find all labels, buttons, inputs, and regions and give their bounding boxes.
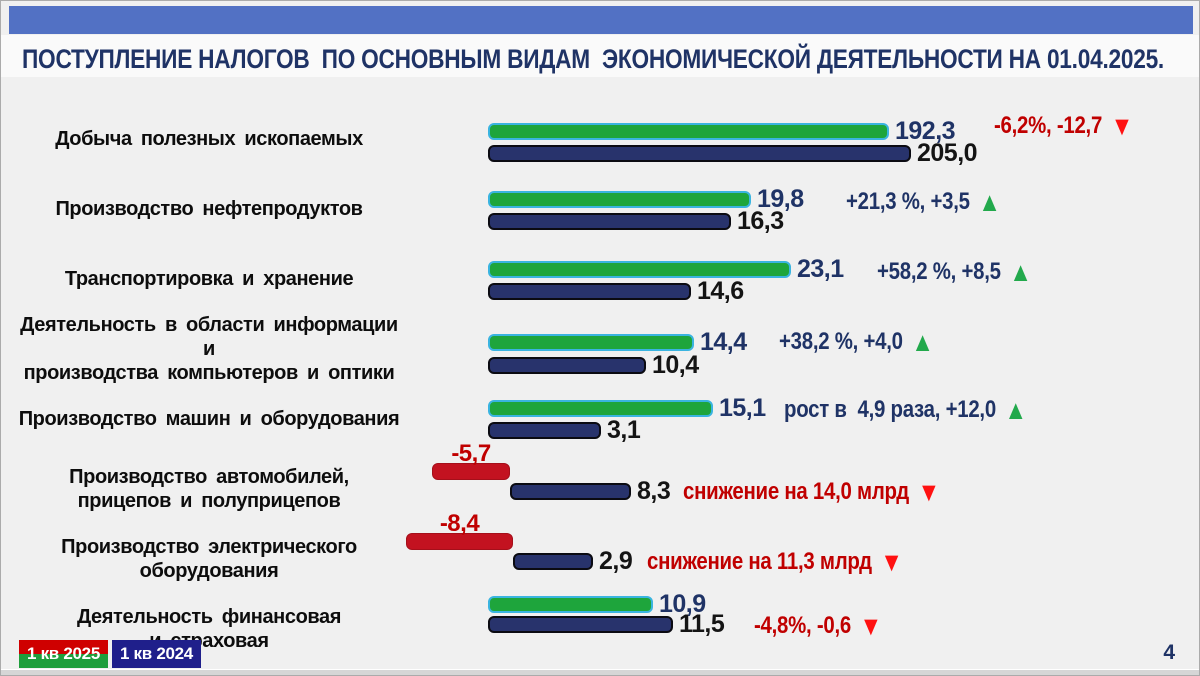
value-label: 10,4	[652, 351, 699, 379]
value-label: 16,3	[737, 207, 784, 235]
annotation: снижение на 14,0 млрд ▼	[683, 478, 940, 506]
negative-value-label: -8,4	[439, 510, 480, 537]
bar-prev-year	[488, 422, 601, 439]
bar-prev-year	[488, 213, 731, 230]
legend-label-2025: 1 кв 2025	[27, 644, 100, 663]
value-label: 2,9	[599, 547, 633, 575]
chart-row: Деятельность в области информации и прои…	[1, 314, 1199, 384]
bottom-strip	[1, 669, 1199, 675]
chart-legend: 1 кв 2025 1 кв 2024	[19, 640, 201, 668]
bar-current-year	[488, 261, 791, 278]
annotation: снижение на 11,3 млрд ▼	[647, 548, 903, 576]
arrow-down-icon: ▼	[859, 611, 882, 641]
annotation-text: рост в 4,9 раза, +12,0	[784, 396, 996, 423]
annotation-text: +58,2 %, +8,5	[877, 258, 1001, 285]
arrow-up-icon: ▲	[911, 327, 934, 357]
chart-row: Деятельность финансовая и страховая10,91…	[1, 590, 1199, 664]
annotation: +21,3 %, +3,5 ▲	[846, 188, 1001, 216]
legend-label-2024: 1 кв 2024	[119, 644, 193, 663]
value-label: 192,3	[895, 117, 956, 145]
annotation: -4,8%, -0,6 ▼	[754, 612, 882, 640]
value-label: 23,1	[797, 255, 844, 283]
bar-prev-year	[488, 283, 691, 300]
bar-current-year	[488, 596, 653, 613]
category-label: Производство автомобилей, прицепов и пол…	[69, 466, 349, 512]
arrow-up-icon: ▲	[1009, 257, 1032, 287]
value-label: 3,1	[607, 416, 641, 444]
page-number: 4	[1163, 641, 1175, 664]
annotation-text: снижение на 11,3 млрд	[647, 548, 872, 575]
value-label: 14,4	[700, 328, 747, 356]
value-label: 19,8	[757, 185, 804, 213]
bar-prev-year	[510, 483, 631, 500]
chart-row: Транспортировка и хранение 23,1 14,6 +58,2 …	[1, 244, 1199, 314]
chart-row: Добыча полезных ископаемых 192,3 205,0 -6,2…	[1, 104, 1199, 174]
annotation: рост в 4,9 раза, +12,0 ▲	[784, 396, 1027, 424]
bar-current-year	[488, 334, 694, 351]
bar-current-year	[488, 191, 751, 208]
category-label: Производство электрического оборудования	[61, 536, 357, 582]
header-bar	[9, 6, 1193, 34]
bar-prev-year	[488, 357, 646, 374]
annotation-text: снижение на 14,0 млрд	[683, 478, 909, 505]
bar-prev-year	[488, 145, 911, 162]
arrow-up-icon: ▲	[1004, 395, 1027, 425]
bar-current-year	[432, 463, 510, 480]
chart-row: Производство машин и оборудования 15,1 3,1…	[1, 384, 1199, 454]
value-label: 8,3	[637, 477, 671, 505]
legend-item-2025: 1 кв 2025	[19, 640, 108, 668]
value-label: 15,1	[719, 394, 766, 422]
annotation: +38,2 %, +4,0 ▲	[779, 328, 934, 356]
chart-row: Производство нефтепродуктов 19,8 16,3 +21,3…	[1, 174, 1199, 244]
category-label: Производство нефтепродуктов	[55, 198, 363, 220]
category-label: Добыча полезных ископаемых	[55, 128, 363, 150]
bar-current-year	[488, 123, 889, 140]
value-label: 11,5	[679, 610, 725, 638]
annotation-text: +38,2 %, +4,0	[779, 328, 903, 355]
chart-row: Производство автомобилей, прицепов и пол…	[1, 442, 1199, 524]
bar-current-year	[488, 400, 713, 417]
arrow-up-icon: ▲	[978, 187, 1001, 217]
category-label: Транспортировка и хранение	[64, 268, 354, 290]
category-label: Производство машин и оборудования	[18, 408, 400, 430]
value-label: 10,9	[659, 590, 706, 618]
chart-row: Производство электрического оборудования…	[1, 512, 1199, 594]
value-label: 14,6	[697, 277, 744, 305]
annotation-text: -6,2%, -12,7	[994, 112, 1103, 139]
legend-item-2024: 1 кв 2024	[111, 640, 201, 668]
bar-current-year	[406, 533, 513, 550]
value-label: 205,0	[917, 139, 978, 167]
bar-prev-year	[488, 616, 673, 633]
category-label: Деятельность в области информации и прои…	[20, 314, 398, 384]
title-strip	[1, 35, 1199, 77]
bar-chart: Добыча полезных ископаемых 192,3 205,0 -6,2…	[1, 104, 1199, 664]
annotation-text: +21,3 %, +3,5	[846, 188, 970, 215]
negative-value-label: -5,7	[451, 440, 491, 467]
bar-prev-year	[513, 553, 593, 570]
arrow-down-icon: ▼	[1110, 111, 1134, 141]
arrow-down-icon: ▼	[880, 547, 903, 577]
annotation: -6,2%, -12,7 ▼	[994, 112, 1133, 140]
annotation: +58,2 %, +8,5 ▲	[877, 258, 1032, 286]
arrow-down-icon: ▼	[917, 477, 940, 507]
page-title: ПОСТУПЛЕНИЕ НАЛОГОВ ПО ОСНОВНЫМ ВИДАМ ЭК…	[22, 44, 1164, 74]
annotation-text: -4,8%, -0,6	[754, 612, 851, 639]
